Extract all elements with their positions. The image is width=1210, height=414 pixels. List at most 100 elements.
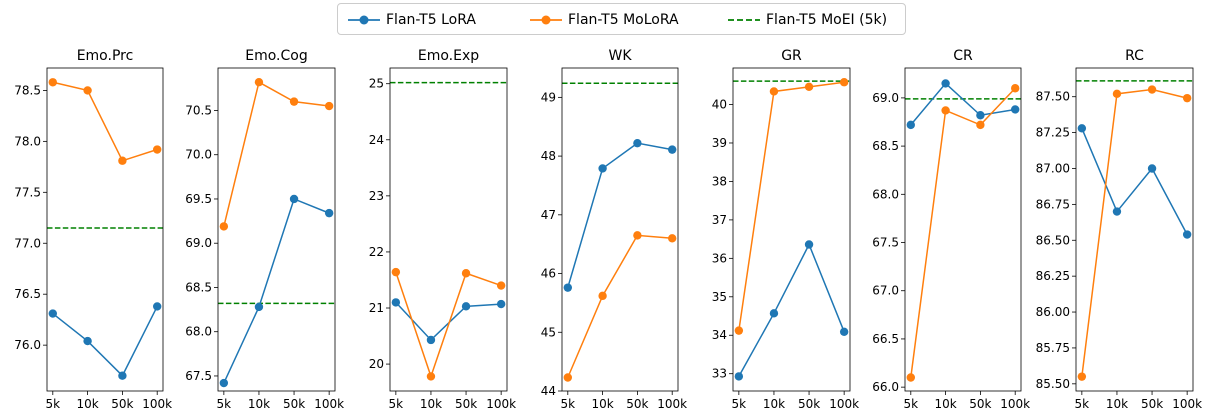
data-point-flan-t5-lora [426, 335, 436, 345]
data-point-flan-t5-molora [48, 78, 57, 87]
panel-emo-exp: Emo.Exp 20 21 22 23 24 25 5k 10k 50k 100k [369, 48, 516, 411]
y-tick-label: 37 [712, 213, 727, 227]
panel-emo-prc: Emo.Prc 76.0 76.5 77.0 77.5 78.0 78.5 5k 10k 50k 1… [14, 48, 172, 411]
y-tick-label: 78.0 [14, 134, 41, 148]
data-point-flan-t5-molora [839, 78, 849, 87]
x-tick-label: 5k [1075, 397, 1090, 411]
plot-frame [904, 67, 1022, 392]
x-tick-label: 100k [829, 397, 859, 411]
series-line-flan-t5-molora [910, 87, 1016, 378]
y-tick-label: 39 [712, 136, 727, 150]
plot-frame [1075, 67, 1194, 392]
y-tick-label: 67.5 [185, 369, 212, 383]
data-point-flan-t5-lora [118, 371, 127, 380]
legend-label-molora: Flan-T5 MoLoRA [568, 12, 679, 28]
data-point-flan-t5-molora [976, 120, 985, 130]
x-tick-label: 100k [657, 397, 687, 411]
x-tick-label: 5k [561, 397, 576, 411]
data-point-flan-t5-molora [83, 86, 92, 95]
y-tick-label: 67.0 [872, 284, 899, 298]
y-tick-label: 85.50 [1036, 377, 1070, 391]
data-point-flan-t5-lora [1182, 230, 1192, 239]
panel-gr: GR 33 34 35 36 37 38 39 40 5k 10k 50k 100k [712, 48, 859, 411]
data-point-flan-t5-lora [976, 111, 985, 120]
plot-frame [46, 67, 164, 392]
data-point-flan-t5-molora [1112, 89, 1122, 99]
y-tick-label: 33 [712, 367, 727, 381]
data-point-flan-t5-lora [391, 298, 401, 307]
series-line-flan-t5-lora [52, 306, 158, 377]
x-tick-label: 100k [142, 397, 172, 411]
data-point-flan-t5-molora [426, 372, 436, 381]
data-point-flan-t5-lora [48, 309, 57, 318]
y-tick-label: 68.5 [872, 139, 899, 153]
data-point-flan-t5-molora [254, 77, 264, 87]
x-tick-label: 100k [1000, 397, 1030, 411]
data-point-flan-t5-lora [153, 302, 162, 311]
data-point-flan-t5-lora [83, 336, 92, 346]
series-line-flan-t5-molora [567, 234, 673, 378]
y-tick-label: 66.0 [872, 380, 899, 394]
data-point-flan-t5-molora [219, 222, 229, 231]
data-point-flan-t5-lora [496, 299, 506, 309]
legend-swatch-lora [348, 15, 380, 25]
x-tick-label: 50k [969, 397, 991, 411]
y-tick-label: 38 [712, 174, 727, 188]
data-point-flan-t5-molora [804, 82, 814, 92]
y-tick-label: 87.00 [1036, 161, 1070, 175]
legend-swatch-molora [530, 15, 562, 25]
y-tick-label: 67.5 [872, 236, 899, 250]
data-point-flan-t5-lora [1112, 207, 1122, 216]
y-tick-label: 25 [369, 77, 384, 91]
data-point-flan-t5-molora [769, 87, 779, 96]
data-point-flan-t5-molora [496, 281, 506, 290]
x-tick-label: 100k [1172, 397, 1202, 411]
data-point-flan-t5-lora [668, 145, 677, 154]
plot-frame [561, 67, 679, 392]
x-tick-label: 10k [420, 397, 442, 411]
series-line-flan-t5-lora [738, 242, 845, 377]
x-tick-label: 100k [486, 397, 516, 411]
y-tick-label: 48 [541, 149, 556, 163]
panel-rc: RC 85.50 85.75 86.00 86.25 86.50 86.75 87.00 87.… [1036, 48, 1202, 411]
x-tick-label: 50k [111, 397, 133, 411]
legend-swatch-moei [728, 19, 760, 21]
data-point-flan-t5-lora [289, 194, 299, 204]
series-line-flan-t5-lora [1081, 128, 1188, 235]
y-tick-label: 86.00 [1036, 305, 1070, 319]
x-tick-label: 10k [934, 397, 956, 411]
data-point-flan-t5-lora [324, 208, 334, 218]
data-point-flan-t5-molora [1147, 85, 1157, 94]
data-point-flan-t5-molora [633, 231, 642, 240]
y-tick-label: 70.0 [185, 148, 212, 162]
data-point-flan-t5-lora [461, 302, 471, 311]
data-point-flan-t5-molora [118, 156, 127, 165]
data-point-flan-t5-molora [391, 267, 401, 277]
y-tick-label: 87.50 [1036, 90, 1070, 104]
panel-title: GR [781, 48, 802, 64]
data-point-flan-t5-lora [839, 327, 849, 336]
data-point-flan-t5-lora [563, 283, 572, 292]
y-tick-label: 76.0 [14, 338, 41, 352]
y-tick-label: 86.50 [1036, 233, 1070, 247]
data-point-flan-t5-lora [734, 372, 744, 381]
data-point-flan-t5-lora [1011, 105, 1020, 114]
x-tick-label: 10k [248, 397, 270, 411]
y-tick-label: 69.5 [185, 192, 212, 206]
y-tick-label: 66.5 [872, 332, 899, 346]
data-point-flan-t5-lora [769, 309, 779, 318]
data-point-flan-t5-lora [1077, 124, 1087, 133]
x-tick-label: 50k [1141, 397, 1163, 411]
data-point-flan-t5-molora [668, 234, 677, 243]
data-point-flan-t5-lora [906, 120, 915, 130]
data-point-flan-t5-lora [1147, 164, 1157, 173]
series-line-flan-t5-molora [738, 81, 845, 331]
data-point-flan-t5-lora [941, 79, 950, 88]
series-line-flan-t5-lora [567, 142, 673, 288]
y-tick-label: 68.0 [872, 187, 899, 201]
x-tick-label: 10k [76, 397, 98, 411]
data-point-flan-t5-lora [804, 240, 814, 249]
legend-label-moei: Flan-T5 MoEI (5k) [766, 12, 888, 28]
data-point-flan-t5-molora [153, 145, 162, 154]
x-tick-label: 50k [626, 397, 648, 411]
